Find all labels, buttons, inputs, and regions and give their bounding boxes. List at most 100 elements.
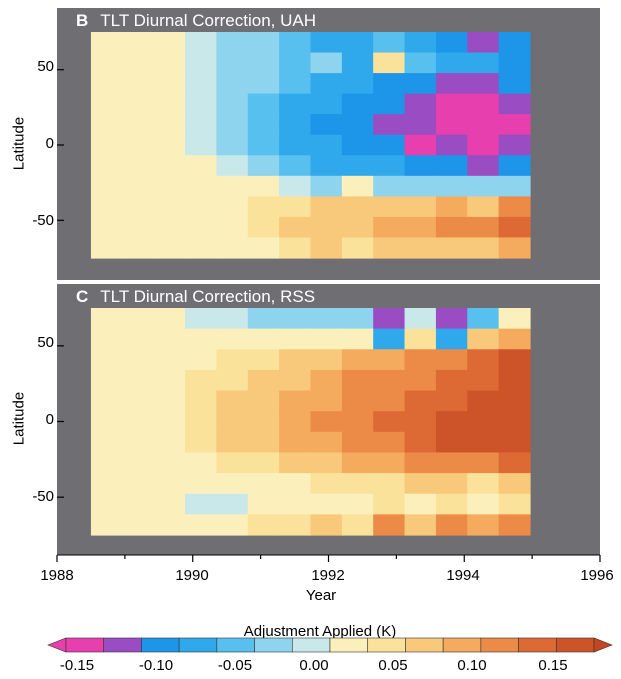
heatmap-cell — [122, 390, 155, 412]
heatmap-cell — [122, 237, 155, 259]
heatmap-cell — [247, 493, 280, 515]
heatmap-cell — [247, 390, 280, 412]
heatmap-cell — [185, 349, 217, 371]
heatmap-cell — [310, 349, 343, 371]
heatmap-cell — [279, 196, 312, 218]
colorbar-segment — [442, 637, 482, 653]
heatmap-cell — [247, 216, 280, 239]
heatmap-cell — [373, 493, 406, 515]
heatmap-cell — [153, 308, 186, 330]
heatmap-cell — [122, 155, 155, 177]
heatmap-cell — [435, 349, 468, 371]
xtick-1996: 1996 — [580, 567, 614, 584]
heatmap-cell — [435, 93, 468, 115]
heatmap-cell — [279, 73, 312, 95]
heatmap-cell — [279, 452, 312, 474]
heatmap-cell — [404, 134, 437, 156]
heatmap-cell — [185, 175, 217, 197]
heatmap-cell — [153, 93, 186, 115]
xaxis-title: Year — [305, 587, 337, 604]
heatmap-cell — [122, 175, 155, 197]
heatmap-cell — [467, 175, 500, 197]
heatmap-cell — [373, 134, 406, 156]
heatmap-cell — [153, 237, 186, 259]
panel-b-title-text: TLT Diurnal Correction, UAH — [100, 11, 316, 30]
heatmap-cell — [404, 175, 437, 197]
heatmap-cell — [498, 411, 531, 433]
heatmap-cell — [216, 328, 249, 350]
heatmap-cell — [373, 237, 406, 259]
heatmap-cell — [247, 114, 280, 136]
heatmap-cell — [404, 237, 437, 259]
heatmap-cell — [90, 216, 123, 239]
heatmap-cell — [247, 328, 280, 350]
heatmap-cell — [90, 196, 123, 218]
heatmap-cell — [498, 114, 531, 136]
heatmap-cell — [185, 134, 217, 156]
heatmap-cell — [498, 349, 531, 371]
heatmap-cell — [90, 431, 123, 454]
heatmap-cell — [279, 369, 312, 392]
heatmap-cell — [122, 514, 155, 536]
colorbar-tick-neg015: -0.15 — [59, 657, 95, 674]
xtick-1988: 1988 — [40, 567, 74, 584]
heatmap-cell — [341, 390, 374, 412]
panel-c-title-text: TLT Diurnal Correction, RSS — [100, 287, 316, 306]
heatmap-cell — [153, 175, 186, 197]
heatmap-cell — [279, 216, 312, 239]
heatmap-cell — [435, 390, 468, 412]
heatmap-cell — [310, 155, 343, 177]
heatmap-cell — [498, 390, 531, 412]
heatmap-cell — [279, 493, 312, 515]
heatmap-cell — [279, 349, 312, 371]
panel-b-title: B TLT Diurnal Correction, UAH — [76, 11, 316, 31]
heatmap-cell — [279, 32, 312, 54]
heatmap-cell — [216, 369, 249, 392]
heatmap-cell — [498, 452, 531, 474]
heatmap-cell — [467, 134, 500, 156]
heatmap-cell — [341, 431, 374, 454]
panel-c-letter: C — [76, 287, 89, 306]
heatmap-cell — [216, 196, 249, 218]
heatmap-cell — [122, 411, 155, 433]
heatmap-cell — [153, 452, 186, 474]
heatmap-cell — [435, 32, 468, 54]
heatmap-cell — [216, 452, 249, 474]
heatmap-cell — [90, 349, 123, 371]
colorbar-tick-000: 0.00 — [299, 657, 329, 674]
heatmap-cell — [216, 349, 249, 371]
heatmap-cell — [90, 32, 123, 54]
heatmap-cell — [153, 390, 186, 412]
colorbar-segment — [254, 637, 293, 653]
heatmap-cell — [498, 431, 531, 454]
heatmap-cell — [373, 369, 406, 392]
heatmap-cell — [310, 473, 343, 495]
heatmap-cell — [247, 308, 280, 330]
panel-c-ytick-0: 0 — [45, 411, 54, 428]
heatmap-cell — [185, 473, 217, 495]
heatmap-cell — [498, 155, 531, 177]
heatmap-cell — [310, 175, 343, 197]
heatmap-cell — [341, 237, 374, 259]
heatmap-cell — [341, 369, 374, 392]
panel-c-ytick-50: 50 — [37, 334, 54, 351]
heatmap-cell — [185, 514, 217, 536]
heatmap-cell — [435, 216, 468, 239]
xtick-1992: 1992 — [311, 567, 345, 584]
heatmap-cell — [310, 493, 343, 515]
heatmap-cell — [467, 32, 500, 54]
colorbar-segment — [329, 637, 369, 653]
heatmap-cell — [404, 93, 437, 115]
heatmap-cell — [279, 175, 312, 197]
heatmap-cell — [279, 328, 312, 350]
heatmap-cell — [467, 390, 500, 412]
heatmap-cell — [216, 73, 249, 95]
heatmap-cell — [279, 114, 312, 136]
heatmap-cell — [404, 349, 437, 371]
heatmap-cell — [153, 155, 186, 177]
heatmap-cell — [373, 431, 406, 454]
heatmap-cell — [185, 155, 217, 177]
heatmap-cell — [498, 308, 531, 330]
heatmap-cell — [185, 32, 217, 54]
heatmap-cell — [122, 349, 155, 371]
